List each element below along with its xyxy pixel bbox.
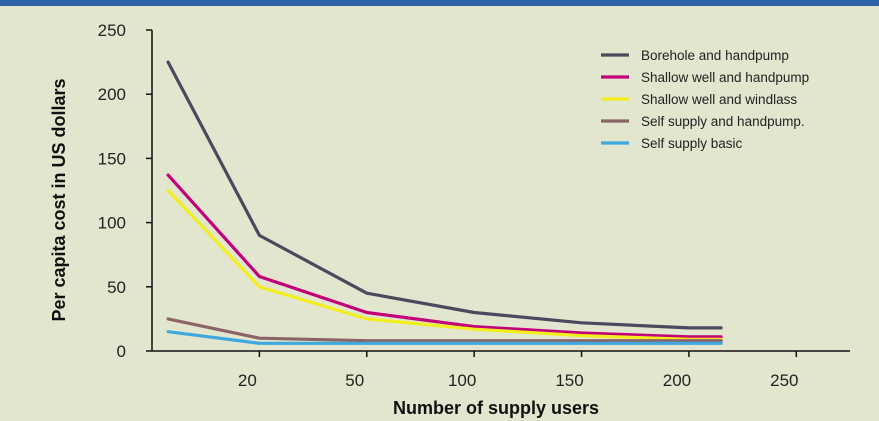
series-line-1: [166, 173, 723, 339]
y-tick-label: 200: [98, 85, 126, 104]
x-tick-label: 150: [555, 371, 583, 390]
y-tick-label: 50: [107, 278, 126, 297]
x-tick-label: 50: [345, 371, 364, 390]
legend-label: Shallow well and handpump: [641, 70, 809, 85]
y-axis-title: Per capita cost in US dollars: [49, 78, 69, 321]
y-tick-label: 150: [98, 149, 126, 168]
axes: 0 50 100 150 200 250 20 50 100 150 200 250: [98, 21, 850, 390]
x-axis-title: Number of supply users: [393, 398, 599, 418]
x-tick-label: 200: [663, 371, 691, 390]
x-tick-label: 100: [448, 371, 476, 390]
series-layer: [166, 60, 723, 345]
y-tick-label: 250: [98, 21, 126, 40]
series-line-0: [166, 60, 723, 330]
legend-label: Shallow well and windlass: [641, 92, 797, 107]
x-tick-label: 20: [238, 371, 257, 390]
top-border-bar: [0, 0, 879, 6]
legend-label: Self supply basic: [641, 136, 743, 151]
series-line-3: [166, 317, 723, 343]
y-tick-label: 0: [117, 342, 126, 361]
series-line-4: [166, 330, 723, 345]
y-tick-label: 100: [98, 214, 126, 233]
legend-label: Borehole and handpump: [641, 48, 789, 63]
x-tick-label: 250: [770, 371, 798, 390]
legend-label: Self supply and handpump.: [641, 114, 805, 129]
legend: Borehole and handpump Shallow well and ha…: [601, 48, 809, 151]
